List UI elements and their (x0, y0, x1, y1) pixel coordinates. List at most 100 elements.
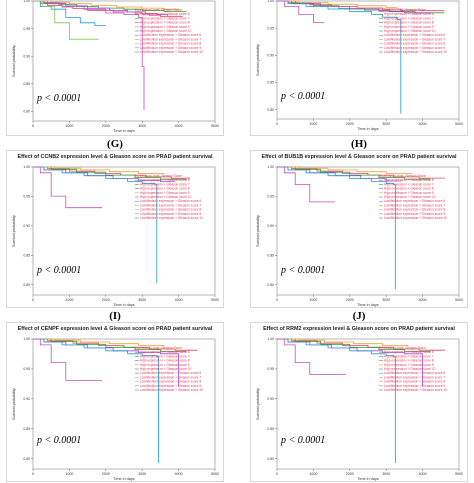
x-tick-label: 5000 (455, 298, 463, 302)
x-axis-label: Time in days (113, 477, 134, 481)
survival-curve (33, 338, 159, 464)
x-axis-label: Time in days (357, 303, 378, 307)
y-axis-label: Survival probability (12, 215, 16, 247)
legend-title: Expression Level, Gleason Score (135, 174, 182, 178)
plot-frame (276, 338, 460, 470)
legend-entry: Low/Medium expression + Gleason score 10 (384, 388, 447, 392)
legend-entry: Low/Medium expression + Gleason score 7 (384, 375, 445, 379)
survival-curve (277, 338, 445, 351)
survival-curve (277, 0, 398, 8)
legend-entry: Low/Medium expression + Gleason score 6 (384, 371, 445, 375)
y-tick-label: 1.00 (267, 0, 274, 3)
legend-entry: High expression + Gleason score 9 (384, 191, 434, 195)
y-tick-label: 0.90 (267, 53, 274, 57)
y-tick-label: 0.85 (267, 81, 274, 85)
legend-entry: High expression + Gleason score 10 (384, 29, 436, 33)
legend-entry: High expression + Gleason score 6 (140, 12, 190, 16)
x-tick-label: 1000 (65, 298, 73, 302)
x-tick-label: 2000 (346, 472, 354, 476)
y-tick-label: 0.80 (23, 457, 30, 461)
legend-entry: Low/Medium expression + Gleason score 7 (384, 37, 445, 41)
legend-entry: Low/Medium expression + Gleason score 10 (140, 216, 203, 220)
legend-entry: High expression + Gleason score 7 (384, 182, 434, 186)
x-axis-label: Time in days (357, 127, 378, 131)
legend-entry: High expression + Gleason score 9 (140, 363, 190, 367)
x-tick-label: 0 (276, 298, 278, 302)
survival-curve (33, 166, 187, 181)
legend-title: Expression Level, Gleason Score (135, 8, 182, 12)
y-tick-label: 0.95 (23, 27, 30, 31)
survival-curve (33, 0, 106, 26)
legend-entry: Low/Medium expression + Gleason score 6 (384, 199, 445, 203)
survival-curve (277, 338, 347, 375)
legend-entry: High expression + Gleason score 7 (140, 182, 190, 186)
survival-curve (277, 338, 431, 353)
survival-curve (277, 338, 409, 347)
chart-title: Effect of CENPF expression level & Gleas… (17, 326, 213, 332)
legend-entry: Low/Medium expression + Gleason score 6 (140, 371, 201, 375)
legend-entry: Low/Medium expression + Gleason score 10 (140, 50, 203, 54)
survival-curve (277, 166, 413, 174)
y-axis-label: Survival probability (12, 45, 16, 77)
x-tick-label: 1000 (309, 298, 317, 302)
x-tick-label: 2000 (102, 472, 110, 476)
y-tick-label: 0.85 (23, 82, 30, 86)
survival-curve (277, 166, 445, 179)
legend-title: Expression Level, Gleason Score (379, 174, 426, 178)
x-tick-label: 5000 (211, 124, 219, 128)
km-plot: 0 1000 2000 3000 4000 5000 1.00 0.95 0.90 0.85 0.8… (12, 337, 219, 481)
survival-curve (33, 166, 190, 179)
x-axis-label: Time in days (113, 129, 134, 133)
x-tick-label: 2000 (346, 122, 354, 126)
y-tick-label: 0.95 (267, 367, 274, 371)
survival-curve (33, 0, 145, 111)
survival-curve (277, 166, 336, 203)
km-plot: 0 1000 2000 3000 4000 5000 1.00 0.95 0.90 0.85 0.8… (12, 0, 219, 133)
x-tick-label: 5000 (211, 298, 219, 302)
survival-curve (33, 166, 165, 174)
legend-entry: Low/Medium expression + Gleason score 8 (384, 208, 445, 212)
legend-entry: Low/Medium expression + Gleason score 10 (384, 216, 447, 220)
legend-entry: High expression + Gleason score 8 (140, 359, 190, 363)
x-tick-label: 4000 (175, 472, 183, 476)
p-value: p < 0.0001 (281, 265, 326, 276)
legend-entry: Low/Medium expression + Gleason score 8 (140, 208, 201, 212)
legend-entry: High expression + Gleason score 8 (140, 21, 190, 25)
y-tick-label: 0.85 (23, 427, 30, 431)
y-tick-label: 0.80 (23, 283, 30, 287)
panel-h-chart: 0 1000 2000 3000 4000 5000 1.00 0.95 0.90 0.85 0.8… (250, 0, 468, 136)
legend-entry: High expression + Gleason score 8 (140, 187, 190, 191)
survival-curve (33, 0, 179, 10)
legend-entry: Low/Medium expression + Gleason score 9 (140, 384, 201, 388)
survival-curve (33, 0, 169, 16)
km-plot: 0 1000 2000 3000 4000 5000 1.00 0.95 0.90 0.85 0.8… (256, 0, 463, 131)
y-tick-label: 0.85 (267, 254, 274, 258)
x-tick-label: 5000 (455, 122, 463, 126)
x-tick-label: 3000 (138, 472, 146, 476)
legend-entry: Low/Medium expression + Gleason score 6 (384, 33, 445, 37)
y-tick-label: 1.00 (23, 0, 30, 3)
x-tick-label: 1000 (309, 472, 317, 476)
legend-entry: Low/Medium expression + Gleason score 9 (140, 46, 201, 50)
legend-entry: High expression + Gleason score 6 (384, 350, 434, 354)
p-value: p < 0.0001 (281, 91, 326, 102)
panel-g-chart: 0 1000 2000 3000 4000 5000 1.00 0.95 0.90 0.85 0.8… (6, 0, 224, 136)
x-tick-label: 5000 (211, 472, 219, 476)
x-tick-label: 4000 (419, 298, 427, 302)
legend-entry: High expression + Gleason score 10 (384, 367, 436, 371)
legend-entry: Low/Medium expression + Gleason score 8 (384, 42, 445, 46)
x-tick-label: 1000 (309, 122, 317, 126)
x-tick-label: 4000 (419, 122, 427, 126)
survival-curve (33, 166, 103, 209)
legend-entry: Low/Medium expression + Gleason score 9 (384, 384, 445, 388)
x-tick-label: 3000 (382, 122, 390, 126)
survival-curve (277, 166, 396, 290)
legend-entry: High expression + Gleason score 10 (384, 195, 436, 199)
y-tick-label: 0.90 (267, 224, 274, 228)
x-axis-label: Time in days (113, 303, 134, 307)
legend-entry: High expression + Gleason score 8 (384, 359, 434, 363)
p-value: p < 0.0001 (37, 265, 82, 276)
legend-entry: Low/Medium expression + Gleason score 6 (140, 33, 201, 37)
x-tick-label: 4000 (419, 472, 427, 476)
x-axis-label: Time in days (357, 477, 378, 481)
